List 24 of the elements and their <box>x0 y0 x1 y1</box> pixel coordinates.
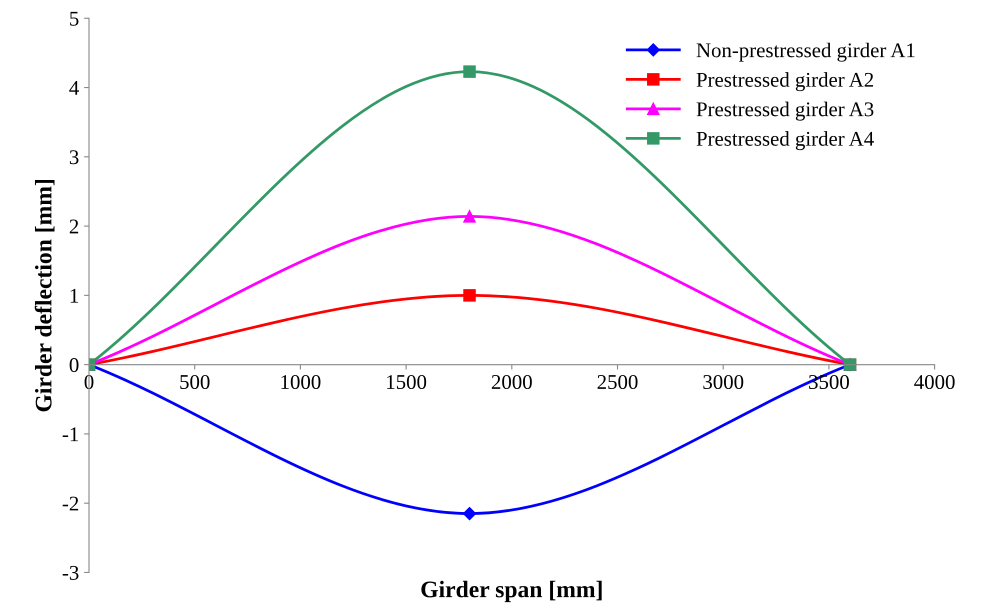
x-tick-label: 3500 <box>809 374 849 390</box>
x-tick-label: 500 <box>180 374 210 390</box>
y-tick-label: -3 <box>62 566 78 580</box>
x-tick-label: 4000 <box>914 374 955 390</box>
x-axis-title: Girder span [mm] <box>421 580 602 602</box>
x-tick-label: 2000 <box>492 374 532 390</box>
x-tick-label: 2500 <box>598 374 638 390</box>
legend-label: Prestressed girder A2 <box>696 72 874 92</box>
y-tick-label: 0 <box>70 358 78 372</box>
y-tick-label: 5 <box>70 12 78 26</box>
y-tick-label: -2 <box>62 496 78 510</box>
legend-label: Prestressed girder A4 <box>696 131 874 150</box>
y-tick-label: 4 <box>69 81 79 95</box>
x-tick-label: 1000 <box>281 374 320 390</box>
x-tick-label: 3000 <box>703 374 744 390</box>
x-tick-label: 1500 <box>387 374 426 390</box>
x-tick-label: 0 <box>84 374 94 390</box>
legend-label: Prestressed girder A3 <box>696 102 874 121</box>
legend-label: Non-prestressed girder A1 <box>696 42 915 62</box>
y-tick-label: 2 <box>70 220 78 234</box>
y-tick-label: 1 <box>70 288 78 303</box>
y-axis-title: Girder deflection [mm] <box>34 180 55 412</box>
y-tick-label: 3 <box>70 150 78 164</box>
y-tick-label: -1 <box>62 427 78 442</box>
